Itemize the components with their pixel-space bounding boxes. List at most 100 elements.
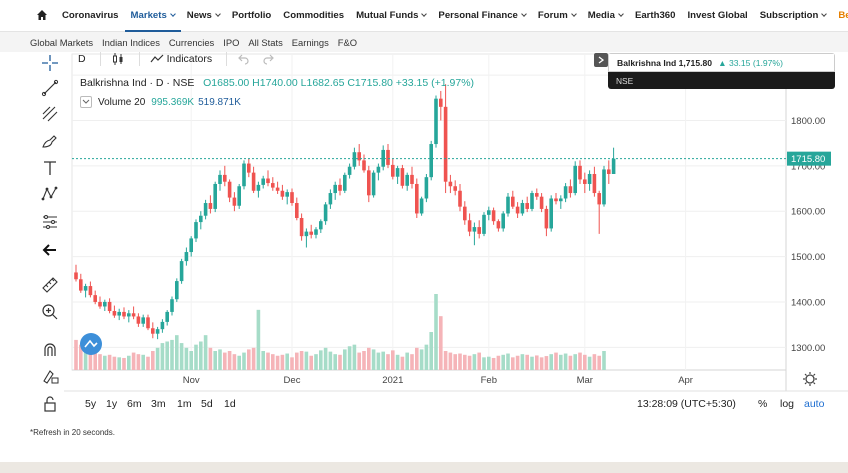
- crosshair-tool-icon[interactable]: [36, 52, 64, 74]
- chevron-down-icon: [421, 10, 428, 17]
- volume-bar: [549, 354, 553, 370]
- nav-item-commodities[interactable]: Commodities: [277, 0, 350, 32]
- lock-drawings-icon[interactable]: [36, 365, 64, 387]
- range-button-1m[interactable]: 1m: [177, 398, 192, 410]
- nav-item-news[interactable]: News: [181, 0, 226, 32]
- nav-item-personal-finance[interactable]: Personal Finance: [432, 0, 531, 32]
- range-button-1y[interactable]: 1y: [106, 398, 118, 410]
- volume-bar: [443, 351, 448, 370]
- volume-bar: [314, 354, 318, 370]
- nav-item-earth360[interactable]: Earth360: [629, 0, 682, 32]
- collapse-quote-button[interactable]: [594, 53, 608, 67]
- subnav-item-ipo[interactable]: IPO: [223, 36, 240, 48]
- clock-time[interactable]: 13:28:09 (UTC+5:30): [637, 398, 736, 410]
- chart-type-button[interactable]: [111, 52, 125, 66]
- candle-body: [256, 184, 261, 191]
- indicators-label: Indicators: [166, 53, 213, 65]
- subnav-item-currencies[interactable]: Currencies: [168, 36, 215, 48]
- log-scale-button[interactable]: log: [780, 398, 795, 410]
- candle-body: [271, 183, 275, 188]
- candle-body: [415, 183, 419, 214]
- candle-body: [367, 170, 371, 196]
- range-button-3m[interactable]: 3m: [151, 398, 166, 410]
- candle-body: [208, 203, 213, 209]
- brush-tool-icon[interactable]: [36, 130, 64, 152]
- volume-bar: [511, 357, 515, 370]
- volume-bar: [343, 349, 347, 370]
- y-tick-label: 1300.00: [791, 343, 825, 354]
- nav-item-media[interactable]: Media: [582, 0, 629, 32]
- settings-gear-icon[interactable]: [805, 374, 815, 384]
- ruler-icon[interactable]: [36, 274, 64, 296]
- chevron-down-icon: [821, 10, 828, 17]
- volume-bar: [482, 357, 486, 370]
- home-icon[interactable]: [36, 9, 48, 21]
- candlestick-chart[interactable]: 1300.00 1400.00 1500.00 1600.00 1700.00 1800.…: [0, 52, 848, 419]
- candle-body: [573, 165, 577, 194]
- candle-body: [184, 252, 189, 262]
- volume-bar: [266, 352, 270, 370]
- candle-body: [429, 144, 433, 178]
- candle-body: [247, 163, 251, 173]
- percent-scale-button[interactable]: %: [758, 398, 768, 410]
- volume-bar: [563, 353, 568, 370]
- nav-item-label: Be a PRO: [838, 9, 848, 21]
- range-button-1d[interactable]: 1d: [224, 398, 236, 410]
- nav-item-mutual-funds[interactable]: Mutual Funds: [350, 0, 432, 32]
- candle-body: [472, 227, 477, 232]
- volume-bar: [170, 339, 174, 370]
- nav-item-invest-global[interactable]: Invest Global: [681, 0, 753, 32]
- fib-tool-icon[interactable]: [36, 103, 64, 125]
- volume-bar: [491, 357, 496, 370]
- nav-item-markets[interactable]: Markets: [124, 0, 181, 32]
- volume-bar: [578, 352, 582, 370]
- candle-body: [535, 193, 539, 197]
- symbol-label[interactable]: Balkrishna Ind · D · NSE: [80, 77, 195, 89]
- subnav-item-indian-indices[interactable]: Indian Indices: [102, 36, 160, 48]
- chevron-down-icon: [215, 10, 221, 17]
- nav-item-coronavirus[interactable]: Coronavirus: [56, 0, 125, 32]
- zoom-in-icon[interactable]: [36, 301, 64, 323]
- undo-button[interactable]: [237, 53, 249, 65]
- candle-body: [482, 214, 486, 234]
- candle-body: [511, 196, 515, 207]
- candle-body: [122, 311, 126, 317]
- lock-icon[interactable]: [36, 393, 64, 415]
- subnav-item-global-markets[interactable]: Global Markets: [30, 36, 94, 48]
- candle-body: [583, 179, 587, 184]
- collapse-legend-button[interactable]: [80, 96, 92, 108]
- candle-body: [323, 204, 328, 222]
- candle-body: [199, 215, 203, 223]
- nav-item-forum[interactable]: Forum: [532, 0, 582, 32]
- volume-bar: [405, 352, 409, 370]
- y-tick-label: 1500.00: [791, 252, 825, 263]
- back-arrow-icon[interactable]: [36, 239, 64, 261]
- nav-item-subscription[interactable]: Subscription: [754, 0, 833, 32]
- volume-bar: [376, 352, 381, 370]
- nav-item-portfolio[interactable]: Portfolio: [226, 0, 277, 32]
- interval-button[interactable]: D: [78, 53, 86, 65]
- measure-tool-icon[interactable]: [36, 211, 64, 233]
- auto-scale-button[interactable]: auto: [804, 398, 825, 410]
- redo-button[interactable]: [263, 53, 275, 65]
- nav-item-label: Markets: [130, 9, 167, 21]
- indicators-button[interactable]: Indicators: [150, 53, 213, 65]
- trend-line-tool-icon[interactable]: [36, 77, 64, 99]
- range-button-5y[interactable]: 5y: [85, 398, 97, 410]
- volume-bar: [530, 356, 534, 370]
- range-button-5d[interactable]: 5d: [201, 398, 213, 410]
- subnav-item-f-o[interactable]: F&O: [337, 36, 358, 48]
- subnav-item-all-stats[interactable]: All Stats: [248, 36, 283, 48]
- range-button-6m[interactable]: 6m: [127, 398, 142, 410]
- nav-item-be-a-pro[interactable]: Be a PRO: [832, 0, 848, 32]
- candle-body: [563, 186, 568, 199]
- candle-body: [93, 295, 97, 302]
- magnet-icon[interactable]: [36, 339, 64, 361]
- candle-body: [439, 98, 443, 107]
- pattern-tool-icon[interactable]: [36, 183, 64, 205]
- subnav-item-earnings[interactable]: Earnings: [291, 36, 329, 48]
- candle-body: [165, 311, 169, 322]
- text-tool-icon[interactable]: [36, 157, 64, 179]
- volume-bar: [131, 352, 136, 370]
- candle-body: [223, 174, 227, 182]
